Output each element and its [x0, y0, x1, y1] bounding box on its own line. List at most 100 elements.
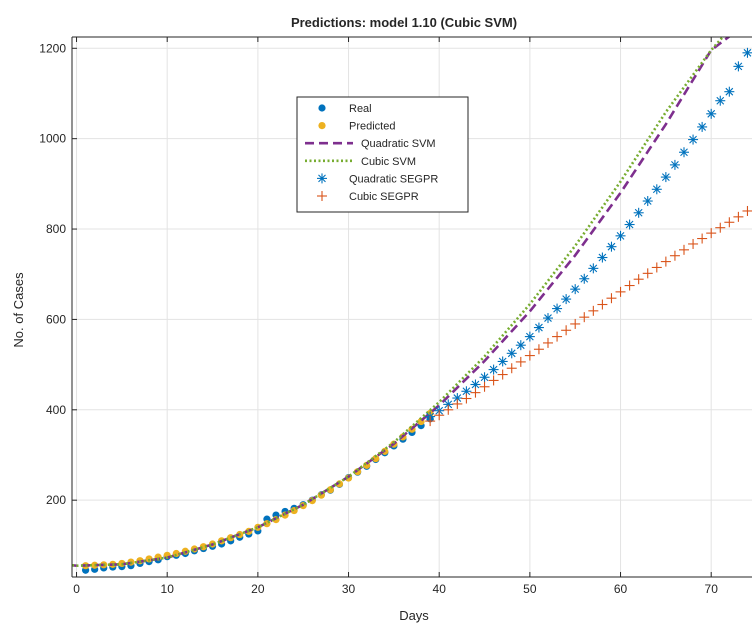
legend-swatch-quadratic-segpr: [317, 173, 327, 184]
axes: [71, 36, 752, 578]
point-cubic-segpr: [470, 387, 481, 398]
y-tick-label: 1000: [39, 132, 66, 146]
asterisk-stroke: [643, 197, 652, 205]
point-cubic-segpr: [615, 286, 626, 297]
asterisk-stroke: [544, 314, 552, 322]
legend-swatch-cubic-segpr: [317, 191, 327, 201]
point-cubic-segpr: [697, 233, 708, 244]
point-cubic-segpr: [669, 250, 680, 261]
point-cubic-segpr: [651, 262, 662, 273]
asterisk-stroke: [607, 242, 616, 251]
asterisk-stroke: [698, 123, 707, 131]
point-cubic-segpr: [461, 393, 472, 404]
asterisk-stroke: [634, 208, 643, 217]
legend: Real Predicted Quadratic SVM Cubic SVM Quadr…: [296, 96, 469, 213]
asterisk-stroke: [734, 62, 743, 71]
point-cubic-segpr: [515, 356, 526, 367]
point-quadratic-segpr: [624, 219, 635, 230]
legend-item-cubic-svm: Cubic SVM: [305, 156, 416, 168]
series-cubic-segpr: [425, 205, 752, 427]
legend-swatch-predicted: [318, 122, 326, 130]
point-quadratic-segpr: [669, 159, 680, 170]
point-cubic-segpr: [452, 398, 463, 409]
point-predicted: [172, 549, 180, 558]
point-cubic-segpr: [543, 337, 553, 348]
asterisk-stroke: [489, 365, 498, 374]
point-cubic-segpr: [624, 280, 635, 291]
point-quadratic-segpr: [570, 284, 581, 295]
asterisk-stroke: [507, 349, 516, 358]
asterisk-stroke: [725, 87, 734, 96]
point-quadratic-segpr: [497, 356, 508, 367]
point-cubic-segpr: [579, 312, 590, 323]
asterisk-stroke: [707, 109, 716, 118]
point-quadratic-segpr: [561, 294, 572, 305]
asterisk-stroke: [535, 323, 543, 332]
point-cubic-segpr: [524, 350, 535, 361]
point-quadratic-segpr: [697, 121, 708, 132]
y-axis-label: No. of Cases: [11, 272, 26, 348]
point-quadratic-segpr: [715, 95, 726, 106]
point-cubic-segpr: [479, 381, 490, 392]
asterisk-stroke: [625, 220, 634, 229]
point-predicted: [372, 455, 380, 463]
point-cubic-segpr: [633, 274, 644, 285]
point-cubic-segpr: [561, 325, 572, 336]
asterisk-stroke: [498, 357, 507, 366]
point-cubic-segpr: [488, 375, 499, 386]
point-quadratic-segpr: [479, 372, 490, 383]
point-quadratic-segpr: [733, 61, 744, 72]
point-cubic-segpr: [570, 318, 581, 329]
asterisk-stroke: [571, 285, 580, 294]
point-quadratic-segpr: [660, 172, 671, 183]
point-quadratic-segpr: [533, 322, 544, 333]
point-quadratic-segpr: [543, 313, 553, 324]
point-cubic-segpr: [688, 238, 699, 249]
legend-item-cubic-segpr: Cubic SEGPR: [317, 191, 419, 203]
x-tick-label: 30: [342, 582, 356, 596]
x-tick-label: 0: [73, 582, 80, 596]
point-cubic-segpr: [660, 256, 671, 267]
point-cubic-segpr: [742, 205, 752, 216]
point-cubic-segpr: [715, 222, 726, 233]
point-quadratic-segpr: [706, 108, 717, 119]
x-tick-label: 40: [433, 582, 447, 596]
point-quadratic-segpr: [552, 303, 563, 314]
point-cubic-segpr: [434, 410, 445, 421]
asterisk-stroke: [598, 253, 607, 262]
legend-label-quadratic-segpr: Quadratic SEGPR: [349, 173, 438, 185]
x-tick-label: 10: [161, 582, 175, 596]
asterisk-stroke: [589, 264, 598, 273]
asterisk-stroke: [562, 295, 571, 303]
point-predicted: [145, 555, 153, 563]
point-quadratic-segpr: [724, 86, 735, 97]
y-tick-label: 800: [46, 222, 66, 236]
asterisk-stroke: [716, 96, 725, 105]
asterisk-stroke: [471, 380, 480, 389]
asterisk-stroke: [553, 304, 561, 313]
point-cubic-segpr: [425, 416, 436, 427]
series-layer: [72, 37, 752, 574]
series-quadratic-segpr: [425, 47, 752, 422]
point-cubic-segpr: [706, 228, 717, 239]
asterisk-stroke: [671, 160, 679, 169]
asterisk-stroke: [652, 185, 661, 194]
asterisk-stroke: [616, 231, 625, 240]
legend-item-predicted: Predicted: [318, 121, 395, 133]
series-cubic-svm: [72, 37, 725, 568]
legend-swatch-real: [318, 104, 326, 112]
point-quadratic-segpr: [452, 393, 463, 404]
point-quadratic-segpr: [488, 364, 499, 375]
point-quadratic-segpr: [651, 184, 662, 195]
legend-label-predicted: Predicted: [349, 121, 395, 133]
asterisk-stroke: [480, 373, 489, 382]
y-tick-label: 1200: [39, 41, 66, 55]
point-quadratic-segpr: [615, 230, 626, 241]
x-tick-label: 60: [614, 582, 628, 596]
point-quadratic-segpr: [524, 331, 535, 342]
point-cubic-segpr: [642, 268, 653, 279]
asterisk-stroke: [580, 274, 589, 283]
point-quadratic-segpr: [515, 340, 526, 351]
legend-item-real: Real: [318, 103, 372, 115]
